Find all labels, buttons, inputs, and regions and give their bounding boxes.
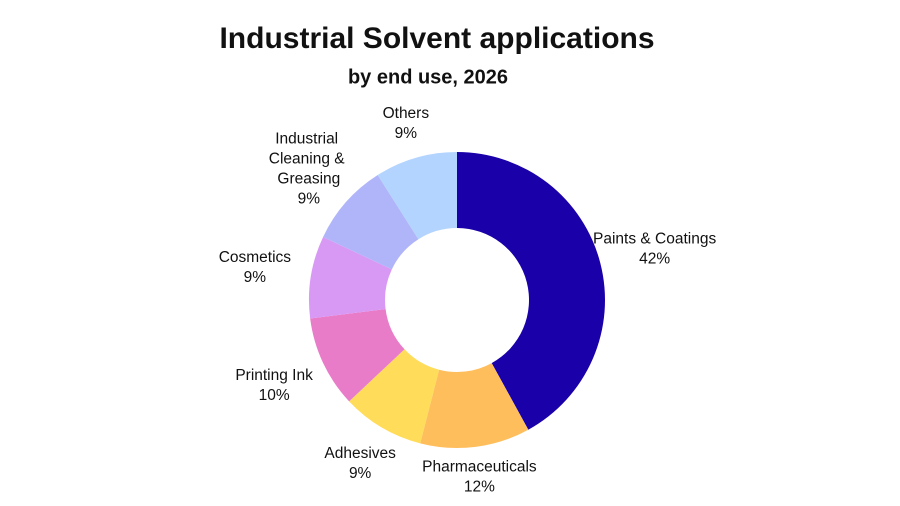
value-label: 9% <box>298 190 321 207</box>
value-label: 12% <box>464 478 495 495</box>
value-label: 9% <box>349 465 372 482</box>
category-label: Printing Ink <box>235 367 313 384</box>
chart-title: Industrial Solvent applications <box>219 22 654 55</box>
category-label: Industrial Cleaning & Greasing <box>269 130 349 187</box>
donut-slice <box>310 309 405 402</box>
category-label: Paints & Coatings <box>593 230 716 247</box>
value-label: 10% <box>259 387 290 404</box>
chart-subtitle: by end use, 2026 <box>348 66 508 88</box>
value-label: 42% <box>639 250 670 267</box>
donut-slice <box>420 363 529 449</box>
category-label: Pharmaceuticals <box>422 458 537 475</box>
value-label: 9% <box>244 269 267 286</box>
donut-slice <box>309 236 392 319</box>
donut-slice <box>457 152 606 430</box>
donut-slice <box>349 349 440 444</box>
category-label: Cosmetics <box>219 249 292 266</box>
value-label: 9% <box>395 125 418 142</box>
donut-slice <box>377 152 457 240</box>
donut-slice <box>323 175 419 270</box>
category-label: Adhesives <box>324 445 396 462</box>
category-label: Others <box>383 105 430 122</box>
